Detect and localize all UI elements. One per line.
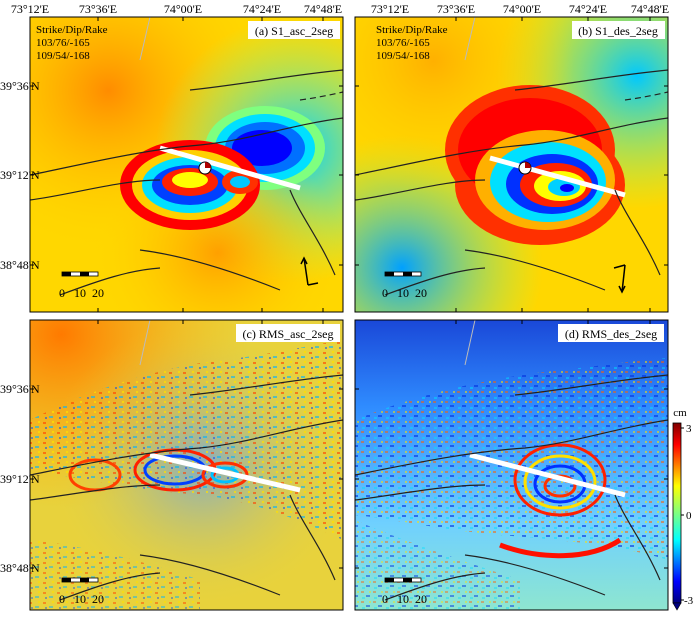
- lon-ticks: [97, 17, 651, 324]
- panel-b: (b) S1_des_2seg Strike/Dip/Rake 103/76/-…: [354, 16, 669, 313]
- colorbar: cm 3 0 -3: [672, 407, 694, 611]
- lon-label-right-2: 73°36'E: [437, 2, 475, 16]
- panel-b-look-arrow-icon: [613, 264, 626, 294]
- lon-label-right-1: 73°12'E: [371, 2, 409, 16]
- lon-label-left-4: 74°24'E: [243, 2, 281, 16]
- panel-b-param-seg1: 103/76/-165: [376, 37, 430, 49]
- panel-c: (c) RMS_asc_2seg 0 10 20: [29, 319, 344, 611]
- lon-label-left-2: 73°36'E: [79, 2, 117, 16]
- lon-label-right-3: 74°00'E: [503, 2, 541, 16]
- scale-label-20: 20: [415, 592, 427, 606]
- lat-label-top-1: 39°36'N: [0, 79, 40, 93]
- residual-fringes: [499, 443, 622, 559]
- colorbar-gradient: [672, 422, 682, 604]
- panel-d: (d) RMS_des_2seg 0 10 20: [354, 319, 669, 611]
- scale-label-0: 0: [382, 286, 388, 300]
- lon-label-left-5: 74°48'E: [304, 2, 342, 16]
- lat-label-bottom-2: 39°12'N: [0, 472, 40, 486]
- panel-a-param-seg1: 103/76/-165: [36, 37, 90, 49]
- panel-a-label: (a) S1_asc_2seg: [255, 24, 333, 38]
- panel-d-scale-bar: 0 10 20: [382, 577, 427, 606]
- panel-b-param-seg2: 109/54/-168: [376, 50, 430, 62]
- colorbar-unit: cm: [673, 407, 687, 419]
- longitude-axis-labels: 73°12'E 73°36'E 74°00'E 74°24'E 74°48'E …: [11, 2, 669, 16]
- panel-b-label: (b) S1_des_2seg: [578, 24, 658, 38]
- lon-label-left-3: 74°00'E: [164, 2, 202, 16]
- scale-label-10: 10: [74, 286, 86, 300]
- colorbar-tick-min: -3: [684, 595, 694, 607]
- scale-label-20: 20: [92, 286, 104, 300]
- lat-ticks: [30, 85, 668, 569]
- fault-traces: [355, 69, 668, 296]
- scale-label-0: 0: [59, 592, 65, 606]
- scale-label-0: 0: [382, 592, 388, 606]
- lat-label-bottom-3: 38°48'N: [0, 561, 40, 575]
- colorbar-tick-zero: 0: [686, 510, 692, 522]
- panel-a-look-arrow-icon: [300, 256, 319, 286]
- panel-d-label: (d) RMS_des_2seg: [565, 327, 657, 341]
- latitude-axis-labels: 39°36'N 39°12'N 38°48'N 39°36'N 39°12'N …: [0, 79, 40, 575]
- fault-traces: [30, 374, 343, 601]
- lat-label-bottom-1: 39°36'N: [0, 382, 40, 396]
- panel-c-label: (c) RMS_asc_2seg: [243, 327, 334, 341]
- colorbar-tick-max: 3: [686, 423, 692, 435]
- scale-label-20: 20: [92, 592, 104, 606]
- panel-b-scale-bar: 0 10 20: [382, 271, 427, 300]
- scale-label-10: 10: [397, 286, 409, 300]
- panel-a: (a) S1_asc_2seg Strike/Dip/Rake 103/76/-…: [29, 16, 344, 313]
- scale-label-0: 0: [59, 286, 65, 300]
- panel-a-param-seg2: 109/54/-168: [36, 50, 90, 62]
- lon-label-right-5: 74°48'E: [631, 2, 669, 16]
- lat-label-top-2: 39°12'N: [0, 168, 40, 182]
- scale-label-20: 20: [415, 286, 427, 300]
- deformation-lobes: [445, 85, 625, 245]
- lon-label-left-1: 73°12'E: [11, 2, 49, 16]
- panel-a-scale-bar: 0 10 20: [59, 271, 104, 300]
- scale-label-10: 10: [74, 592, 86, 606]
- fault-traces: [30, 69, 343, 296]
- lon-label-right-4: 74°24'E: [569, 2, 607, 16]
- fault-traces: [355, 374, 668, 601]
- panel-b-param-header: Strike/Dip/Rake: [376, 24, 448, 36]
- scale-label-10: 10: [397, 592, 409, 606]
- panel-c-scale-bar: 0 10 20: [59, 577, 104, 606]
- panel-a-param-header: Strike/Dip/Rake: [36, 24, 108, 36]
- lat-label-top-3: 38°48'N: [0, 258, 40, 272]
